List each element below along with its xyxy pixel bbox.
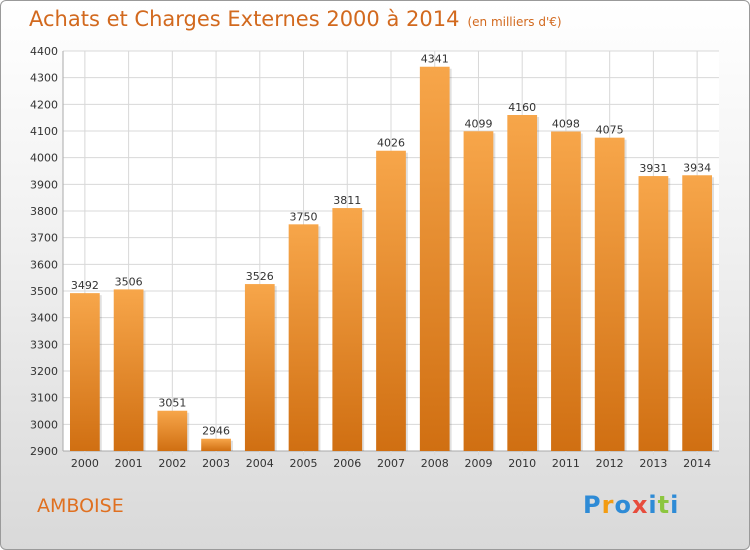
y-tick-label: 3400	[30, 312, 58, 325]
value-label: 3526	[246, 270, 274, 283]
x-tick-label: 2013	[639, 457, 667, 470]
x-tick-label: 2011	[552, 457, 580, 470]
value-label: 4026	[377, 137, 405, 150]
x-tick-label: 2008	[421, 457, 449, 470]
y-tick-label: 3200	[30, 365, 58, 378]
bar-2013	[638, 176, 669, 452]
bar-2007	[376, 150, 406, 451]
y-tick-label: 3000	[30, 418, 58, 431]
logo-letter: o	[614, 491, 632, 519]
value-label: 3931	[639, 162, 667, 175]
chart-subtitle: (en milliers d'€)	[467, 15, 562, 29]
value-label: 3492	[71, 279, 99, 292]
value-label: 4099	[464, 117, 492, 130]
labels: 2900 3000 3100 3200 3300 3400 3500 3600 3700 3800…	[30, 45, 711, 470]
title-row: Achats et Charges Externes 2000 à 2014 (e…	[29, 7, 562, 31]
bar-2010	[507, 115, 538, 451]
value-label: 2946	[202, 425, 230, 438]
bar-2014	[682, 175, 713, 451]
x-tick-label: 2001	[115, 457, 143, 470]
logo-letter: t	[657, 491, 671, 519]
y-tick-label: 3900	[30, 178, 58, 191]
value-label: 4160	[508, 101, 536, 114]
x-tick-label: 2003	[202, 457, 230, 470]
x-tick-label: 2010	[508, 457, 536, 470]
value-label: 3506	[115, 275, 143, 288]
value-label: 4341	[421, 53, 449, 66]
value-label: 3051	[158, 397, 186, 410]
logo-letter: P	[583, 491, 602, 519]
bar-2009	[463, 131, 494, 451]
bar-2000	[69, 293, 100, 451]
y-tick-label: 4000	[30, 152, 58, 165]
bar-2002	[157, 410, 188, 451]
logo-letter: i	[670, 491, 680, 519]
chart-title: Achats et Charges Externes 2000 à 2014	[29, 7, 460, 31]
y-tick-label: 4200	[30, 98, 58, 111]
bar-2008	[419, 66, 450, 451]
y-tick-label: 2900	[30, 445, 58, 458]
x-tick-label: 2005	[290, 457, 318, 470]
x-tick-label: 2014	[683, 457, 711, 470]
x-tick-label: 2000	[71, 457, 99, 470]
y-tick-label: 4400	[30, 45, 58, 58]
bar-2012	[594, 137, 625, 451]
value-label: 3750	[290, 210, 318, 223]
y-tick-label: 3600	[30, 258, 58, 271]
y-tick-label: 3300	[30, 338, 58, 351]
bar-2006	[332, 208, 363, 451]
value-label: 4098	[552, 118, 580, 131]
x-tick-label: 2012	[596, 457, 624, 470]
proxiti-logo: Proxiti	[583, 491, 679, 519]
logo-letter: r	[601, 491, 615, 519]
x-tick-label: 2002	[158, 457, 186, 470]
value-label: 3811	[333, 194, 361, 207]
x-tick-label: 2004	[246, 457, 274, 470]
place-label: AMBOISE	[37, 495, 124, 517]
bar-2005	[288, 224, 319, 451]
value-label: 3934	[683, 161, 711, 174]
value-label: 4075	[596, 124, 624, 137]
bars	[69, 66, 715, 452]
y-tick-label: 3700	[30, 232, 58, 245]
x-tick-label: 2007	[377, 457, 405, 470]
y-tick-label: 4300	[30, 72, 58, 85]
x-tick-label: 2006	[333, 457, 361, 470]
x-tick-label: 2009	[464, 457, 492, 470]
logo-letter: i	[648, 491, 658, 519]
bar-2001	[113, 289, 144, 451]
bar-2003	[201, 438, 231, 451]
y-tick-label: 3500	[30, 285, 58, 298]
bar-2011	[551, 131, 581, 452]
logo-letter: x	[631, 491, 649, 519]
y-tick-label: 3100	[30, 392, 58, 405]
y-tick-label: 4100	[30, 125, 58, 138]
y-tick-label: 3800	[30, 205, 58, 218]
bar-2004	[244, 284, 275, 451]
